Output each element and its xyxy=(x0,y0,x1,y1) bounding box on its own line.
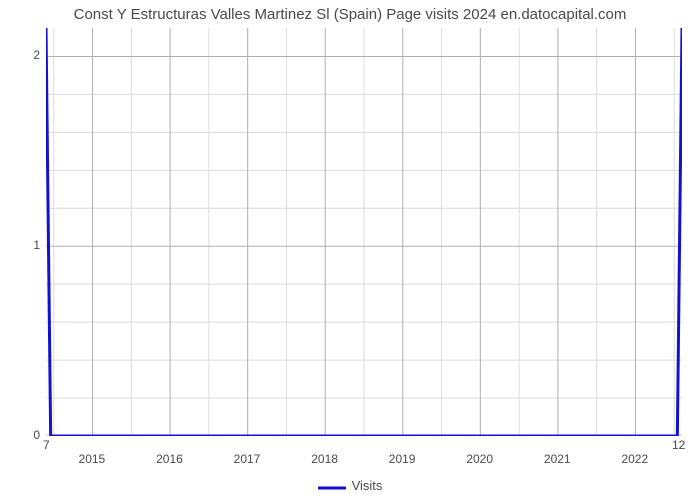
x-tick-label: 2020 xyxy=(466,452,493,466)
chart-svg xyxy=(46,28,682,436)
grid-minor xyxy=(46,28,682,436)
right-endpoint-label: 12 xyxy=(672,438,685,452)
x-tick-label: 2015 xyxy=(79,452,106,466)
plot-area xyxy=(46,28,682,436)
x-tick-label: 2019 xyxy=(389,452,416,466)
x-tick-label: 2022 xyxy=(621,452,648,466)
legend-label: Visits xyxy=(352,478,383,493)
x-tick-label: 2021 xyxy=(544,452,571,466)
x-tick-label: 2016 xyxy=(156,452,183,466)
legend-swatch xyxy=(318,479,346,494)
left-endpoint-label: 7 xyxy=(43,438,50,452)
x-tick-label: 2018 xyxy=(311,452,338,466)
y-tick-label: 0 xyxy=(33,428,40,442)
x-tick-label: 2017 xyxy=(234,452,261,466)
y-tick-label: 1 xyxy=(33,238,40,252)
y-tick-label: 2 xyxy=(33,48,40,62)
legend: Visits xyxy=(0,478,700,494)
chart-title: Const Y Estructuras Valles Martinez Sl (… xyxy=(0,6,700,23)
